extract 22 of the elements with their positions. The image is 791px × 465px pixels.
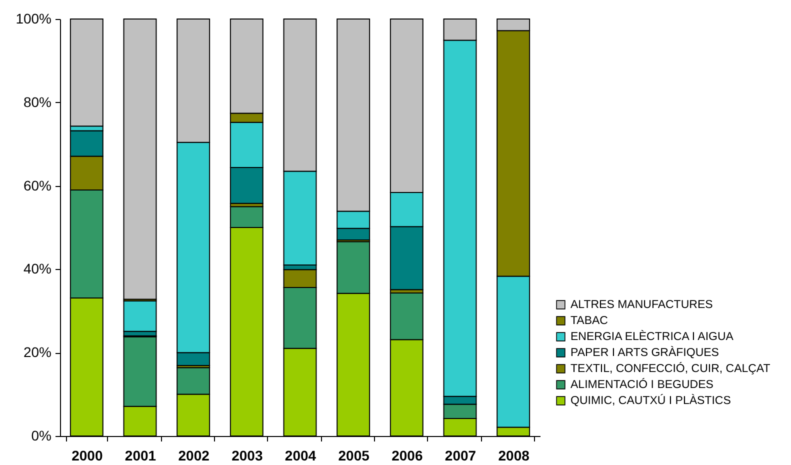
legend-label: ALIMENTACIÓ I BEGUDES bbox=[570, 378, 714, 391]
x-tick-label: 2005 bbox=[338, 448, 370, 464]
x-tick-label: 2002 bbox=[178, 448, 210, 464]
x-tick-label: 2000 bbox=[72, 448, 103, 464]
x-tick-label: 2007 bbox=[444, 448, 476, 464]
y-tick-label: 100% bbox=[16, 10, 52, 26]
x-tick-label: 2001 bbox=[124, 448, 156, 464]
y-tick-label: 20% bbox=[23, 344, 52, 360]
y-tick-label: 80% bbox=[23, 94, 52, 110]
legend-label: TABAC bbox=[570, 314, 608, 327]
x-tick-label: 2006 bbox=[392, 448, 423, 464]
legend-label: PAPER I ARTS GRÀFIQUES bbox=[570, 346, 720, 359]
legend-label: QUIMIC, CAUTXÚ I PLÀSTICS bbox=[570, 394, 732, 407]
legend-label: ALTRES MANUFACTURES bbox=[570, 298, 714, 311]
x-tick-label: 2003 bbox=[232, 448, 263, 464]
x-tick-label: 2004 bbox=[284, 448, 316, 464]
y-tick-label: 40% bbox=[23, 260, 52, 277]
y-tick-label: 60% bbox=[23, 177, 52, 194]
legend-label: TEXTIL, CONFECCIÓ, CUIR, CALÇAT bbox=[570, 362, 770, 375]
x-tick-label: 2008 bbox=[498, 448, 530, 464]
legend-label: ENERGIA ELÈCTRICA I AIGUA bbox=[570, 330, 734, 343]
y-tick-label: 0% bbox=[31, 428, 52, 444]
